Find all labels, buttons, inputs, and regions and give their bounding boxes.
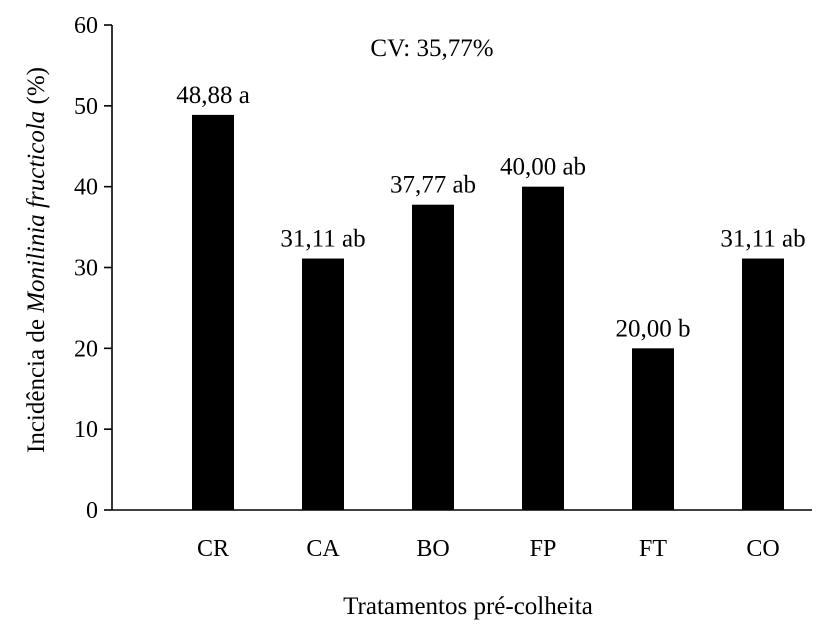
bar-fp — [522, 186, 564, 510]
y-axis-title-prefix: Incidência de — [23, 313, 50, 453]
x-tick-label: FT — [639, 536, 667, 562]
bar-value-label: 20,00 b — [616, 315, 691, 342]
bar-bo — [412, 204, 454, 510]
bar-co — [742, 258, 784, 510]
bars — [192, 114, 784, 511]
bar-ca — [302, 258, 344, 510]
x-tick-label: FP — [530, 536, 557, 562]
x-tick-label: BO — [416, 536, 449, 562]
bar-value-label: 37,77 ab — [390, 172, 476, 199]
y-axis-title-suffix: (%) — [23, 67, 50, 111]
bar-value-label: 31,11 ab — [720, 226, 805, 253]
x-tick-label: CO — [746, 536, 779, 562]
y-tick-label: 30 — [74, 256, 98, 282]
bar-ft — [632, 348, 674, 510]
x-tick-label: CA — [306, 536, 340, 562]
bar-value-label: 48,88 a — [176, 82, 250, 109]
y-axis-title: Incidência de Monilinia fructicola (%) — [23, 67, 50, 453]
y-axis-title-italic: Monilinia fructicola — [23, 111, 50, 314]
bar-value-label: 40,00 ab — [500, 154, 586, 181]
bar-value-label: 31,11 ab — [280, 226, 365, 253]
y-tick-label: 60 — [74, 13, 98, 39]
cv-annotation: CV: 35,77% — [370, 35, 493, 62]
y-tick-label: 20 — [74, 336, 98, 362]
y-tick-label: 10 — [74, 417, 98, 443]
y-tick-label: 50 — [74, 94, 98, 120]
y-tick-label: 0 — [86, 498, 98, 524]
bar-labels: 48,88 a 31,11 ab 37,77 ab 40,00 ab 20,00 b 31… — [176, 82, 805, 342]
y-tick-label: 40 — [74, 175, 98, 201]
y-ticks: 0 10 20 30 40 50 60 — [74, 13, 112, 524]
x-tick-label: CR — [197, 536, 229, 562]
bar-cr — [192, 114, 234, 511]
x-axis-title: Tratamentos pré-colheita — [343, 593, 593, 620]
x-tick-labels: CR CA BO FP FT CO — [197, 536, 780, 562]
